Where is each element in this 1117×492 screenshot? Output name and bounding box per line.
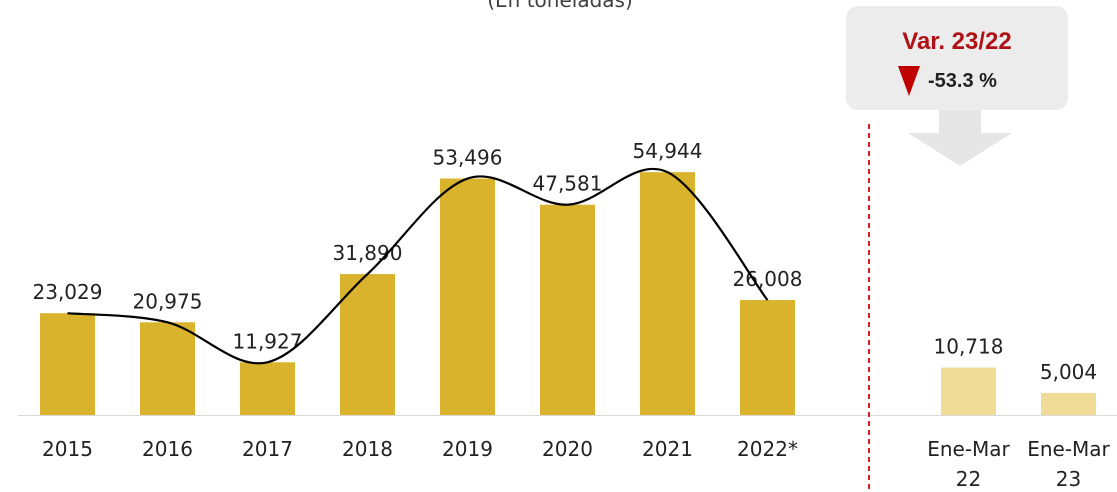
down-triangle-icon (898, 66, 920, 96)
variation-value: -53.3 % (928, 69, 997, 92)
tick-label-2022*: 2022* (737, 437, 798, 461)
chart-subtitle: (En toneladas) (487, 0, 633, 12)
tick-label-2020: 2020 (542, 437, 593, 461)
data-label-Ene-Mar-22: 10,718 (934, 335, 1004, 359)
variation-row: -53.3 % (898, 66, 997, 96)
data-label-2018: 31,890 (333, 241, 403, 265)
data-label-2021: 54,944 (633, 139, 703, 163)
tick-label-2021: 2021 (642, 437, 693, 461)
tick-label-2018: 2018 (342, 437, 393, 461)
tick-label-2015: 2015 (42, 437, 93, 461)
data-label-2015: 23,029 (33, 280, 103, 304)
tick-label-2019: 2019 (442, 437, 493, 461)
tick-label-Ene-Mar-22: Ene-Mar 22 (927, 437, 1010, 491)
bar-2015 (40, 313, 95, 415)
bar-2022* (740, 300, 795, 415)
tick-label-2016: 2016 (142, 437, 193, 461)
bar-Ene-Mar-23 (1041, 392, 1096, 415)
trend-line (67, 167, 769, 365)
data-label-Ene-Mar-23: 5,004 (1040, 360, 1097, 384)
variation-title: Var. 23/22 (902, 28, 1012, 55)
tick-label-Ene-Mar-23: Ene-Mar 23 (1027, 437, 1110, 491)
data-label-2020: 47,581 (533, 172, 603, 196)
bar-2016 (140, 322, 195, 415)
bar-2021 (640, 172, 695, 415)
bar-2017 (240, 362, 295, 415)
data-label-2022*: 26,008 (733, 267, 803, 291)
bar-2020 (540, 204, 595, 415)
data-label-2016: 20,975 (133, 289, 203, 313)
data-label-2019: 53,496 (433, 146, 503, 170)
callout-arrow (908, 110, 1012, 166)
bar-2019 (440, 178, 495, 415)
bar-Ene-Mar-22 (941, 367, 996, 415)
variation-callout: Var. 23/22 -53.3 % (846, 6, 1068, 110)
bar-2018 (340, 274, 395, 415)
tick-label-2017: 2017 (242, 437, 293, 461)
